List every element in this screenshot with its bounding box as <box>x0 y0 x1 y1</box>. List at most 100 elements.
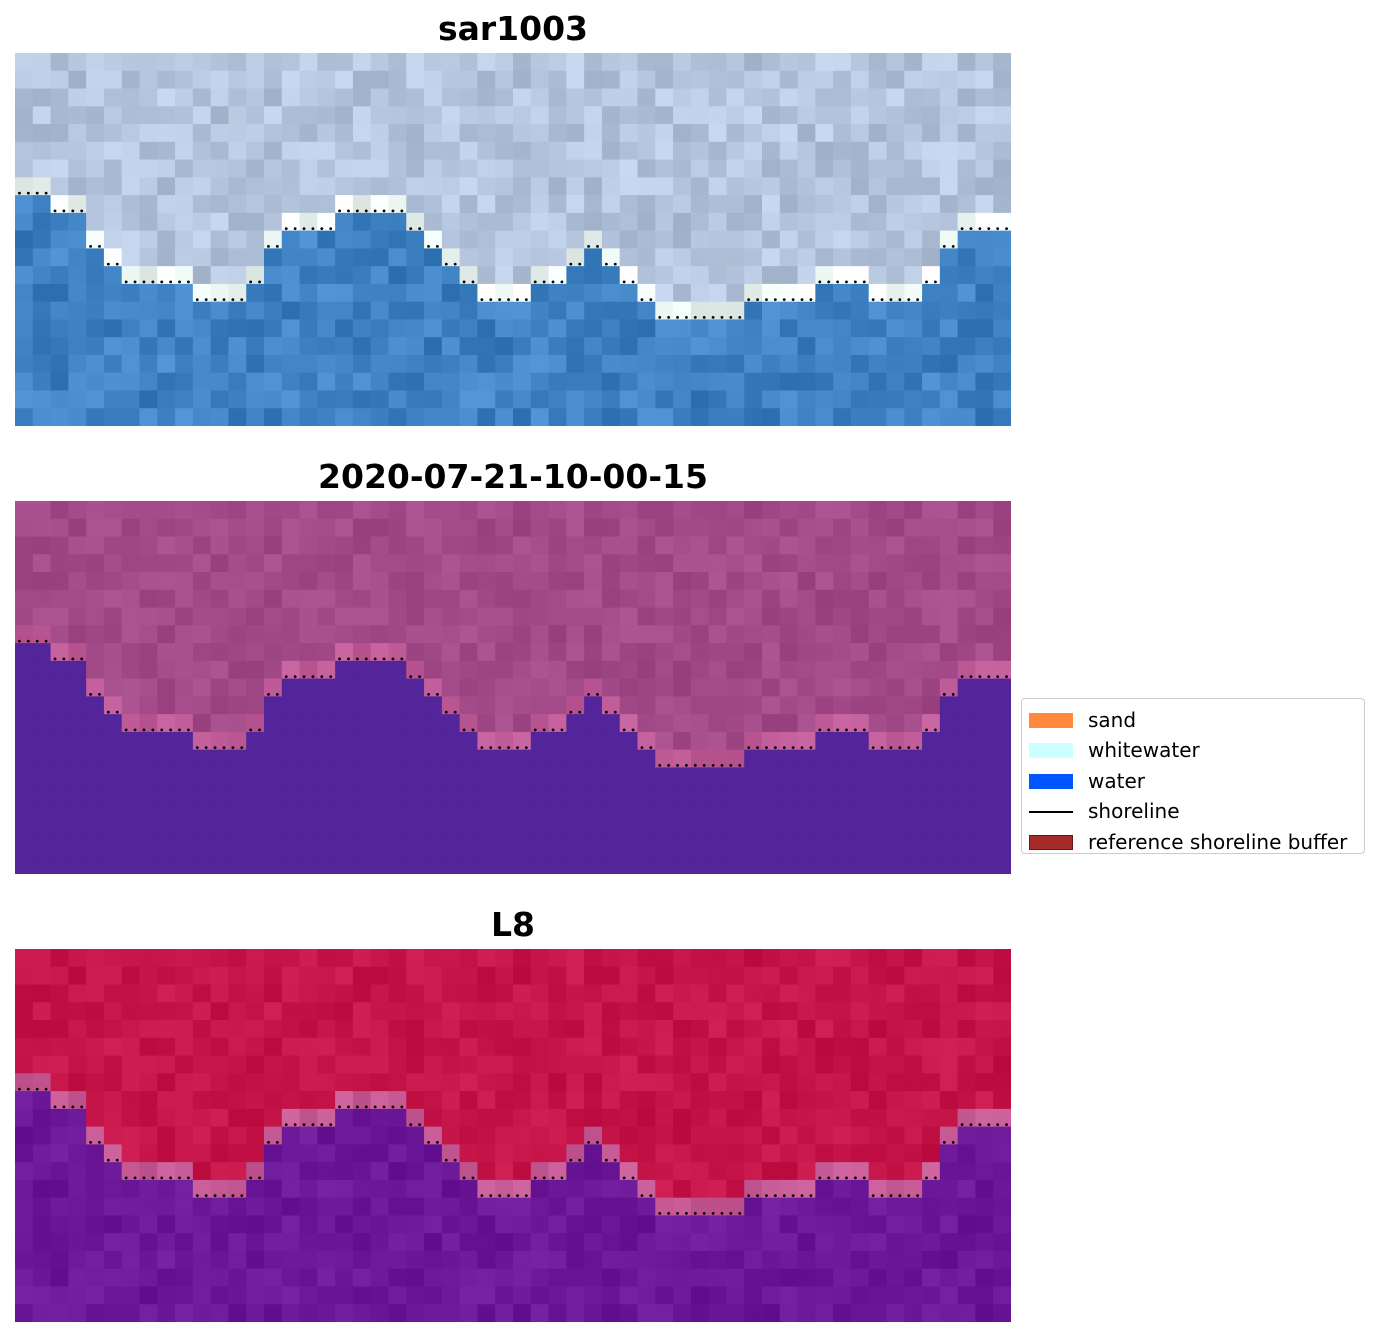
image-pixel <box>388 1144 407 1163</box>
image-pixel <box>264 408 283 426</box>
image-pixel <box>352 283 372 303</box>
image-pixel <box>957 966 977 986</box>
image-pixel <box>388 124 407 143</box>
image-pixel <box>406 390 425 409</box>
image-pixel <box>939 1091 959 1110</box>
shoreline-point <box>569 262 573 266</box>
image-pixel <box>868 966 888 986</box>
image-pixel <box>957 1233 977 1252</box>
image-pixel <box>762 785 781 804</box>
image-pixel <box>584 88 603 107</box>
image-pixel <box>86 1179 105 1199</box>
image-pixel <box>762 70 781 90</box>
image-pixel <box>584 643 603 662</box>
image-pixel <box>370 319 390 338</box>
shoreline-point <box>765 1194 768 1198</box>
image-pixel <box>726 70 745 90</box>
image-pixel <box>744 856 763 874</box>
image-pixel <box>886 838 905 857</box>
image-pixel <box>744 159 763 178</box>
image-pixel <box>726 106 745 125</box>
image-pixel <box>210 643 230 662</box>
image-pixel <box>32 1250 52 1270</box>
image-pixel <box>762 1233 781 1252</box>
image-pixel <box>50 266 69 285</box>
image-pixel <box>441 518 461 538</box>
image-pixel <box>673 1268 692 1288</box>
image-pixel <box>86 838 105 857</box>
image-pixel <box>352 390 372 409</box>
image-pixel <box>335 212 354 232</box>
image-pixel <box>975 1073 994 1092</box>
image-pixel <box>317 643 336 662</box>
image-pixel <box>619 106 639 125</box>
shoreline-point <box>845 1176 848 1180</box>
image-pixel <box>939 1197 959 1217</box>
image-pixel <box>352 607 372 626</box>
image-pixel <box>210 1304 230 1322</box>
image-pixel <box>175 731 194 751</box>
image-pixel <box>779 337 799 356</box>
image-pixel <box>264 1108 283 1128</box>
image-pixel <box>655 177 674 196</box>
image-pixel <box>548 53 567 72</box>
image-pixel <box>762 319 781 338</box>
image-pixel <box>637 1108 656 1128</box>
image-pixel <box>388 390 407 409</box>
image-pixel <box>441 660 461 680</box>
image-pixel <box>922 70 941 90</box>
image-pixel <box>246 820 265 840</box>
image-pixel <box>619 518 639 538</box>
image-pixel <box>459 572 479 591</box>
image-pixel <box>495 785 514 804</box>
image-pixel <box>121 572 141 591</box>
shoreline-point <box>720 316 724 319</box>
image-pixel <box>850 589 870 609</box>
image-pixel <box>192 248 212 267</box>
shoreline-point <box>880 746 884 750</box>
image-pixel <box>637 159 656 178</box>
image-pixel <box>317 408 336 426</box>
image-pixel <box>175 1250 194 1270</box>
image-pixel <box>708 1197 728 1217</box>
shoreline-point <box>773 1194 777 1198</box>
image-pixel <box>459 696 479 715</box>
shoreline-point <box>480 746 484 750</box>
image-pixel <box>370 501 390 520</box>
image-pixel <box>139 106 158 125</box>
image-pixel <box>584 749 603 769</box>
image-pixel <box>281 1091 301 1110</box>
image-pixel <box>993 1108 1011 1128</box>
image-pixel <box>121 554 141 573</box>
image-pixel <box>175 1268 194 1288</box>
shoreline-point <box>693 316 697 319</box>
shoreline-point <box>800 298 804 302</box>
image-pixel <box>68 283 87 303</box>
image-pixel <box>530 984 550 1003</box>
image-pixel <box>619 625 639 644</box>
image-pixel <box>726 1020 745 1039</box>
image-pixel <box>103 554 123 573</box>
shoreline-point <box>427 244 430 248</box>
image-pixel <box>548 625 567 644</box>
image-pixel <box>139 141 158 161</box>
image-pixel <box>15 984 34 1003</box>
image-pixel <box>281 696 301 715</box>
image-pixel <box>175 554 194 573</box>
image-pixel <box>655 337 674 356</box>
image-pixel <box>121 141 141 161</box>
image-pixel <box>406 70 425 90</box>
shoreline-point <box>578 262 582 266</box>
image-pixel <box>495 354 514 374</box>
image-pixel <box>441 625 461 644</box>
image-pixel <box>833 1108 852 1128</box>
image-pixel <box>352 53 372 72</box>
image-pixel <box>210 767 230 786</box>
image-pixel <box>957 731 977 751</box>
image-pixel <box>335 195 354 214</box>
image-pixel <box>477 518 496 538</box>
image-pixel <box>175 283 194 303</box>
image-pixel <box>15 714 34 733</box>
image-pixel <box>246 337 265 356</box>
image-pixel <box>352 1055 372 1074</box>
